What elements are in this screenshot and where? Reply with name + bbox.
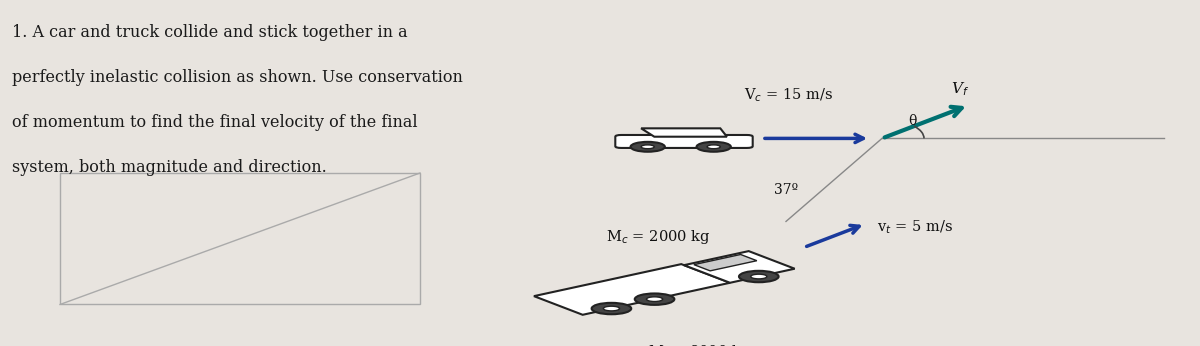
Text: M$_t$ = 8000 kg: M$_t$ = 8000 kg: [648, 343, 751, 346]
Circle shape: [647, 297, 662, 301]
Circle shape: [604, 306, 619, 311]
Circle shape: [739, 271, 779, 282]
Circle shape: [630, 142, 665, 152]
Text: 1. A car and truck collide and stick together in a: 1. A car and truck collide and stick tog…: [12, 24, 408, 41]
Polygon shape: [694, 254, 757, 271]
Circle shape: [696, 142, 731, 152]
Text: perfectly inelastic collision as shown. Use conservation: perfectly inelastic collision as shown. …: [12, 69, 463, 86]
Text: of momentum to find the final velocity of the final: of momentum to find the final velocity o…: [12, 114, 418, 131]
Polygon shape: [641, 128, 727, 137]
Polygon shape: [534, 264, 730, 315]
Text: v$_t$ = 5 m/s: v$_t$ = 5 m/s: [877, 219, 954, 236]
Circle shape: [641, 145, 654, 149]
Circle shape: [635, 293, 674, 305]
Circle shape: [751, 274, 767, 279]
Polygon shape: [684, 251, 794, 283]
Text: θ: θ: [908, 114, 917, 128]
Text: M$_c$ = 2000 kg: M$_c$ = 2000 kg: [606, 228, 710, 246]
Text: V$_c$ = 15 m/s: V$_c$ = 15 m/s: [744, 86, 834, 104]
Text: system, both magnitude and direction.: system, both magnitude and direction.: [12, 159, 326, 176]
Text: V$_f$: V$_f$: [950, 81, 968, 98]
Bar: [60, 173, 420, 304]
Text: 37º: 37º: [774, 183, 798, 197]
Circle shape: [592, 303, 631, 314]
Circle shape: [707, 145, 720, 149]
FancyBboxPatch shape: [616, 135, 752, 148]
